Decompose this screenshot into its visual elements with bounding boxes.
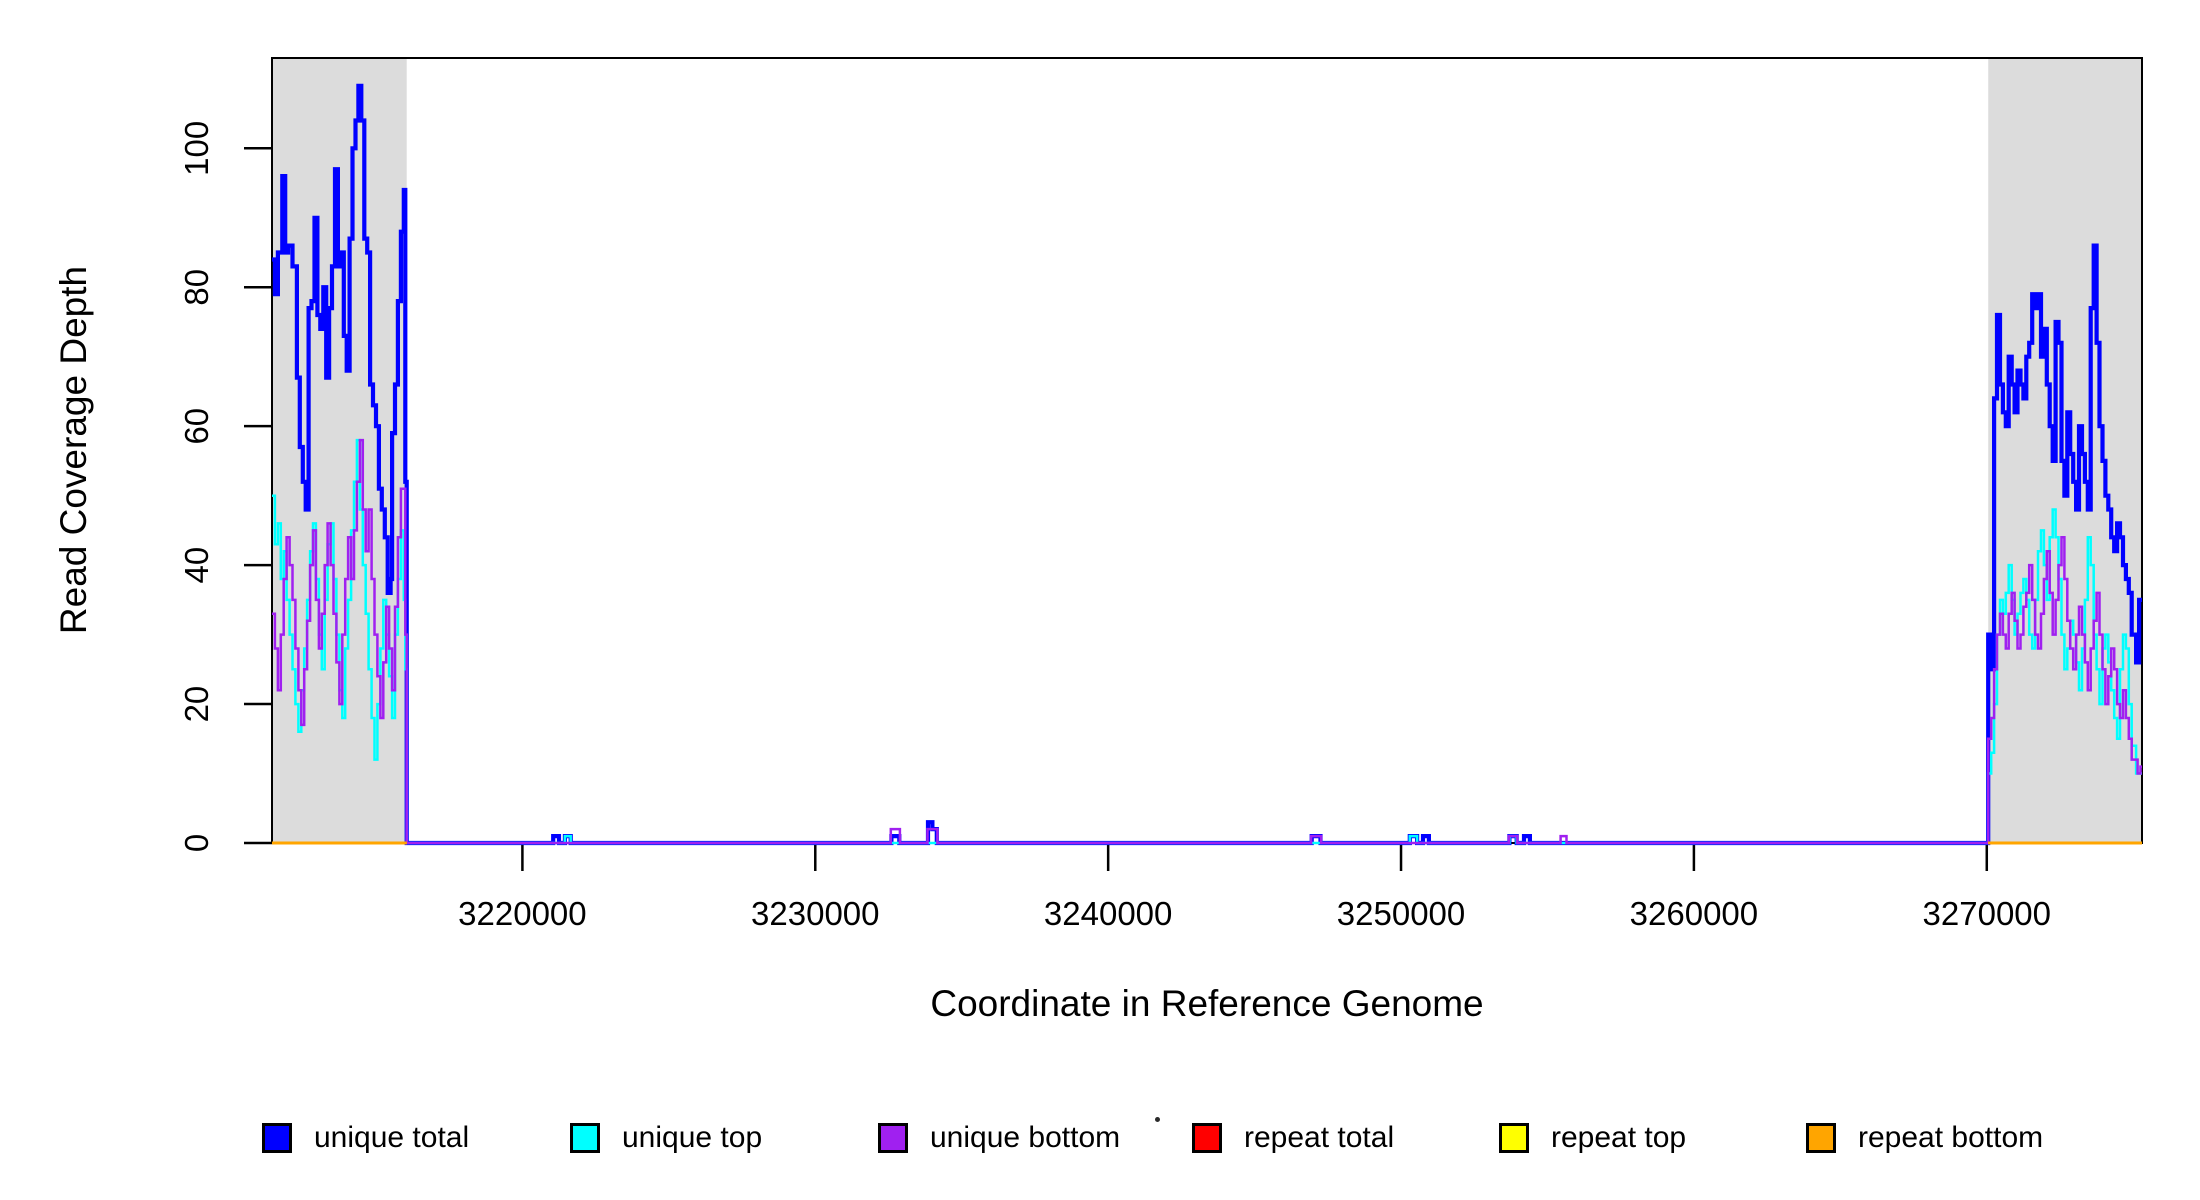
legend-label: unique top (622, 1121, 763, 1154)
legend-label: unique bottom (930, 1121, 1121, 1154)
legend-swatch-unique-top (570, 1123, 600, 1153)
plot-box-border (271, 57, 2143, 844)
legend-swatch-unique-total (262, 1123, 292, 1153)
x-axis: 3220000 3230000 3240000 3250000 3260000 32700… (458, 843, 2051, 932)
series-unique-bottom (272, 438, 2142, 845)
y-tick-label: 0 (178, 834, 215, 852)
x-tick-label: 3230000 (751, 895, 879, 932)
x-tick-label: 3250000 (1337, 895, 1465, 932)
y-tick-label: 80 (178, 269, 215, 306)
legend-swatch-repeat-top (1499, 1123, 1529, 1153)
y-tick-label: 60 (178, 408, 215, 445)
series-unique-top (272, 438, 2142, 845)
x-axis-title: Coordinate in Reference Genome (930, 983, 1483, 1024)
series-lines (272, 83, 2142, 846)
legend-swatch-repeat-total (1192, 1123, 1222, 1153)
legend-item-unique-bottom: unique bottom (878, 1118, 1120, 1158)
stray-dot (1155, 1117, 1160, 1122)
x-tick-label: 3220000 (458, 895, 586, 932)
plot-box (271, 57, 2143, 844)
y-tick-label: 20 (178, 686, 215, 723)
legend-item-repeat-top: repeat top (1499, 1118, 1686, 1158)
shaded-regions (272, 58, 2142, 843)
legend-label: unique total (314, 1121, 470, 1154)
legend-swatch-unique-bottom (878, 1123, 908, 1153)
y-axis: 0 20 40 60 80 100 (178, 121, 272, 852)
chart-legend: unique total unique top unique bottom repea… (0, 1118, 2200, 1178)
legend-item-unique-total: unique total (262, 1118, 469, 1158)
series-unique-total (272, 83, 2142, 846)
legend-item-unique-top: unique top (570, 1118, 762, 1158)
legend-item-repeat-total: repeat total (1192, 1118, 1394, 1158)
y-tick-label: 100 (178, 121, 215, 176)
legend-item-repeat-bottom: repeat bottom (1806, 1118, 2043, 1158)
x-tick-label: 3270000 (1923, 895, 2051, 932)
y-axis-title: Read Coverage Depth (53, 266, 94, 634)
repeat-region-band (1988, 58, 2142, 843)
legend-swatch-repeat-bottom (1806, 1123, 1836, 1153)
x-tick-label: 3260000 (1630, 895, 1758, 932)
legend-label: repeat top (1551, 1121, 1687, 1154)
legend-label: repeat bottom (1858, 1121, 2044, 1154)
legend-label: repeat total (1244, 1121, 1395, 1154)
x-tick-label: 3240000 (1044, 895, 1172, 932)
y-tick-label: 40 (178, 547, 215, 584)
